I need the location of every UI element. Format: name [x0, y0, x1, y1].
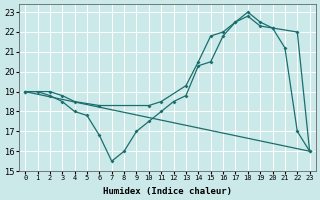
X-axis label: Humidex (Indice chaleur): Humidex (Indice chaleur)	[103, 187, 232, 196]
